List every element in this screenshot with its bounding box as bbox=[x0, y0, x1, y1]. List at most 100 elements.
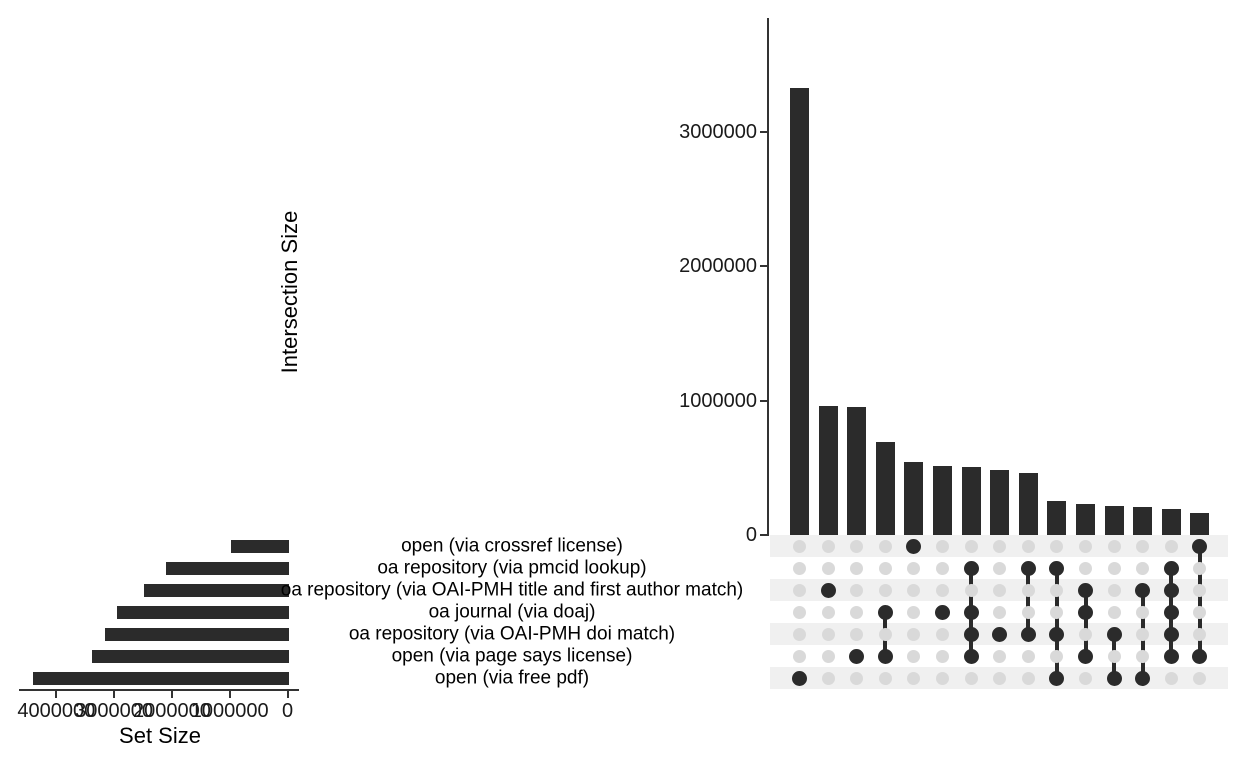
x-tick bbox=[113, 691, 116, 698]
matrix-dot-active bbox=[1106, 626, 1122, 642]
intersection-bar bbox=[961, 467, 981, 535]
matrix-dot-active bbox=[820, 582, 836, 598]
set-label: oa journal (via doaj) bbox=[428, 601, 596, 623]
matrix-dot-inactive bbox=[1079, 627, 1092, 641]
matrix-dot-inactive bbox=[993, 539, 1007, 553]
matrix-dot-inactive bbox=[850, 539, 864, 553]
set-label: oa repository (via pmcid lookup) bbox=[377, 557, 647, 579]
matrix-dot-active bbox=[1163, 604, 1179, 620]
matrix-dot-active bbox=[935, 604, 950, 620]
intersection-y-axis bbox=[767, 18, 769, 536]
matrix-dot-inactive bbox=[993, 561, 1007, 575]
intersection-bar bbox=[1133, 507, 1153, 535]
x-tick-label: 4000000 bbox=[17, 700, 96, 722]
x-tick-label: 3000000 bbox=[75, 700, 154, 722]
matrix-dot-inactive bbox=[993, 605, 1007, 619]
matrix-dot-active bbox=[1163, 626, 1179, 642]
matrix-dot-inactive bbox=[821, 627, 835, 641]
matrix-dot-inactive bbox=[1136, 649, 1150, 663]
set-size-axis-title: Set Size bbox=[119, 723, 201, 748]
matrix-dot-active bbox=[1106, 670, 1122, 686]
matrix-dot-inactive bbox=[1136, 561, 1150, 575]
matrix-dot-active bbox=[963, 560, 979, 576]
matrix-dot-inactive bbox=[1136, 605, 1150, 619]
matrix-dot-inactive bbox=[850, 605, 864, 619]
matrix-dot-active bbox=[1163, 560, 1179, 576]
y-tick bbox=[760, 265, 767, 267]
matrix-dot-inactive bbox=[1136, 539, 1150, 553]
y-tick-label: 0 bbox=[745, 524, 757, 546]
intersection-bar bbox=[818, 405, 838, 535]
matrix-dot-inactive bbox=[993, 583, 1007, 597]
matrix-dot-active bbox=[1049, 670, 1065, 686]
matrix-dot-inactive bbox=[1107, 583, 1121, 597]
set-size-bar bbox=[165, 561, 289, 575]
matrix-dot-active bbox=[963, 604, 979, 620]
matrix-dot-inactive bbox=[936, 649, 949, 663]
matrix-dot-inactive bbox=[1050, 649, 1064, 663]
matrix-dot-inactive bbox=[821, 561, 835, 575]
matrix-dot-active bbox=[1163, 648, 1179, 664]
matrix-dot-inactive bbox=[850, 583, 864, 597]
matrix-dot-inactive bbox=[850, 627, 864, 641]
intersection-bar bbox=[1190, 513, 1210, 535]
matrix-dot-active bbox=[963, 626, 979, 642]
matrix-dot-inactive bbox=[1193, 627, 1207, 641]
matrix-dot-inactive bbox=[821, 649, 835, 663]
y-tick bbox=[760, 399, 767, 402]
matrix-dot-inactive bbox=[993, 671, 1007, 685]
intersection-bar bbox=[847, 407, 867, 535]
matrix-dot-inactive bbox=[821, 671, 835, 685]
matrix-dot-inactive bbox=[1136, 627, 1150, 641]
matrix-dot-active bbox=[877, 648, 893, 664]
matrix-dot-inactive bbox=[793, 627, 806, 641]
matrix-dot-active bbox=[963, 648, 979, 664]
matrix-dot-inactive bbox=[878, 583, 892, 597]
matrix-dot-inactive bbox=[936, 583, 949, 597]
intersection-bar bbox=[933, 465, 952, 535]
matrix-dot-inactive bbox=[907, 561, 921, 575]
matrix-dot-inactive bbox=[936, 561, 949, 575]
y-tick-label: 2000000 bbox=[679, 255, 757, 277]
matrix-dot-inactive bbox=[878, 627, 892, 641]
matrix-dot-inactive bbox=[936, 539, 949, 553]
matrix-dot-inactive bbox=[1107, 605, 1121, 619]
matrix-dot-inactive bbox=[1021, 605, 1035, 619]
matrix-dot-inactive bbox=[878, 539, 892, 553]
set-size-bar bbox=[32, 671, 289, 685]
matrix-dot-inactive bbox=[1021, 649, 1035, 663]
matrix-dot-inactive bbox=[1079, 539, 1092, 553]
y-tick-label: 1000000 bbox=[679, 389, 757, 412]
matrix-dot-inactive bbox=[907, 649, 921, 663]
intersection-bar bbox=[1047, 501, 1067, 535]
matrix-dot-inactive bbox=[793, 539, 806, 553]
matrix-dot-active bbox=[1078, 604, 1093, 620]
matrix-dot-inactive bbox=[1164, 539, 1178, 553]
intersection-size-axis-title: Intersection Size bbox=[277, 210, 302, 374]
matrix-dot-inactive bbox=[1107, 539, 1121, 553]
matrix-dot-active bbox=[992, 626, 1008, 642]
intersection-bar bbox=[1104, 506, 1124, 535]
matrix-dot-inactive bbox=[964, 583, 978, 597]
intersection-bar bbox=[1161, 509, 1181, 535]
set-label: oa repository (via OAI-PMH doi match) bbox=[348, 623, 676, 645]
intersection-bar bbox=[1018, 473, 1038, 535]
matrix-dot-active bbox=[849, 648, 865, 664]
x-tick-label: 1000000 bbox=[190, 700, 269, 722]
matrix-dot-active bbox=[1078, 648, 1093, 664]
y-tick bbox=[760, 130, 767, 133]
matrix-dot-inactive bbox=[1079, 561, 1092, 575]
matrix-dot-inactive bbox=[936, 627, 949, 641]
matrix-dot-inactive bbox=[1193, 561, 1207, 575]
matrix-dot-inactive bbox=[1193, 583, 1207, 597]
x-tick-label: 0 bbox=[281, 700, 294, 722]
matrix-dot-inactive bbox=[793, 649, 806, 663]
matrix-dot-inactive bbox=[907, 627, 921, 641]
matrix-dot-active bbox=[1078, 582, 1093, 598]
matrix-dot-inactive bbox=[993, 649, 1007, 663]
matrix-dot-inactive bbox=[1079, 671, 1092, 685]
intersection-bar bbox=[790, 88, 809, 535]
matrix-dot-inactive bbox=[1021, 671, 1035, 685]
matrix-dot-inactive bbox=[1050, 583, 1064, 597]
